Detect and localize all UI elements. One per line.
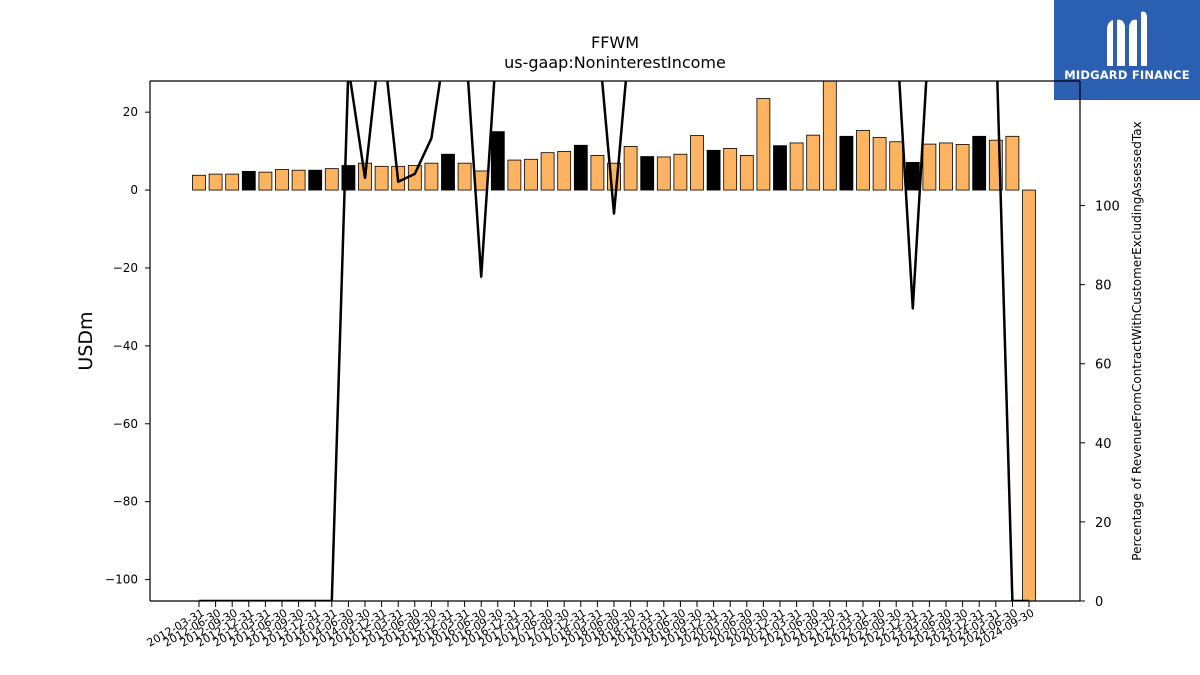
y-axis-label: USDm (75, 311, 97, 370)
bar-2013-06-30 (275, 169, 289, 191)
bar-2021-09-30 (822, 81, 837, 191)
bar-2021-06-30 (806, 134, 821, 191)
bar-2021-03-31 (789, 142, 804, 191)
bar-2023-09-30 (955, 144, 970, 191)
bar-2014-03-31 (324, 168, 339, 191)
y-tick-label--40: −40 (113, 339, 138, 353)
y2-tick-label-40: 40 (1095, 437, 1112, 452)
bar-2016-09-30 (490, 131, 505, 191)
y-tick-label--80: −80 (113, 495, 138, 509)
bar-2018-12-31 (640, 156, 655, 191)
bar-2023-12-31 (972, 135, 987, 191)
bar-2023-03-31 (922, 143, 937, 191)
bar-2019-09-30 (690, 135, 704, 191)
bar-2024-09-30 (1022, 189, 1036, 601)
bar-2019-03-31 (656, 156, 671, 191)
y-tick-label-0: 0 (130, 183, 138, 197)
bar-2023-06-30 (939, 142, 953, 191)
bar-2020-03-31 (723, 147, 738, 191)
bar-2019-12-31 (706, 149, 721, 191)
bar-2024-06-30 (1005, 135, 1020, 191)
bar-2022-09-30 (889, 141, 904, 191)
bar-2019-06-30 (673, 153, 688, 191)
bar-2013-03-31 (258, 171, 273, 191)
bar-2017-12-31 (573, 144, 588, 191)
brand-logo: MIDGARD FINANCE (1054, 0, 1200, 100)
bar-2020-06-30 (739, 154, 754, 191)
bar-2022-03-31 (856, 130, 870, 191)
bar-2018-09-30 (623, 146, 638, 191)
chart-title: FFWM (591, 33, 639, 52)
bar-2016-03-31 (457, 162, 472, 191)
y2-tick-label-20: 20 (1095, 516, 1112, 531)
percentage-line-segment-1 (600, 81, 628, 215)
bar-2012-06-30 (208, 173, 223, 191)
bar-2017-03-31 (524, 158, 538, 191)
bar-2020-09-30 (756, 98, 771, 191)
bar-2022-12-31 (905, 162, 920, 191)
bar-2015-09-30 (424, 162, 439, 191)
bar-2013-12-31 (308, 169, 323, 191)
y-tick-label-20: 20 (123, 105, 138, 119)
bar-2015-06-30 (407, 165, 422, 191)
bar-2013-09-30 (291, 169, 306, 191)
y2-tick-label-0: 0 (1095, 595, 1103, 610)
bar-2022-06-30 (872, 137, 887, 191)
bar-2012-09-30 (225, 173, 240, 191)
bar-2017-06-30 (540, 152, 555, 191)
bar-2018-03-31 (590, 154, 605, 191)
brand-logo-text: MIDGARD FINANCE (1064, 68, 1190, 82)
chart-subtitle: us-gaap:NoninterestIncome (504, 53, 726, 72)
bar-2017-09-30 (557, 151, 572, 191)
bar-2012-12-31 (241, 170, 256, 191)
bar-2015-12-31 (441, 153, 455, 191)
y2-axis-label: Percentage of RevenueFromContractWithCus… (1130, 121, 1144, 560)
y2-tick-label-80: 80 (1095, 279, 1112, 294)
midgard-m-logo-icon (1107, 11, 1147, 67)
y-tick-label--100: −100 (105, 573, 138, 587)
bar-2012-03-31 (192, 174, 206, 191)
percentage-line-segment-3 (996, 81, 1029, 601)
bar-2021-12-31 (839, 135, 854, 191)
percentage-line-segment-0 (199, 81, 496, 601)
y2-tick-label-60: 60 (1095, 358, 1112, 373)
bar-2020-12-31 (773, 145, 787, 191)
bar-2014-12-31 (374, 165, 389, 191)
y-tick-label--60: −60 (113, 417, 138, 431)
y-tick-label--20: −20 (113, 261, 138, 275)
y2-tick-label-100: 100 (1095, 200, 1120, 215)
percentage-line-segment-2 (898, 81, 928, 310)
bar-2016-12-31 (507, 159, 522, 191)
bar-2016-06-30 (474, 170, 489, 191)
